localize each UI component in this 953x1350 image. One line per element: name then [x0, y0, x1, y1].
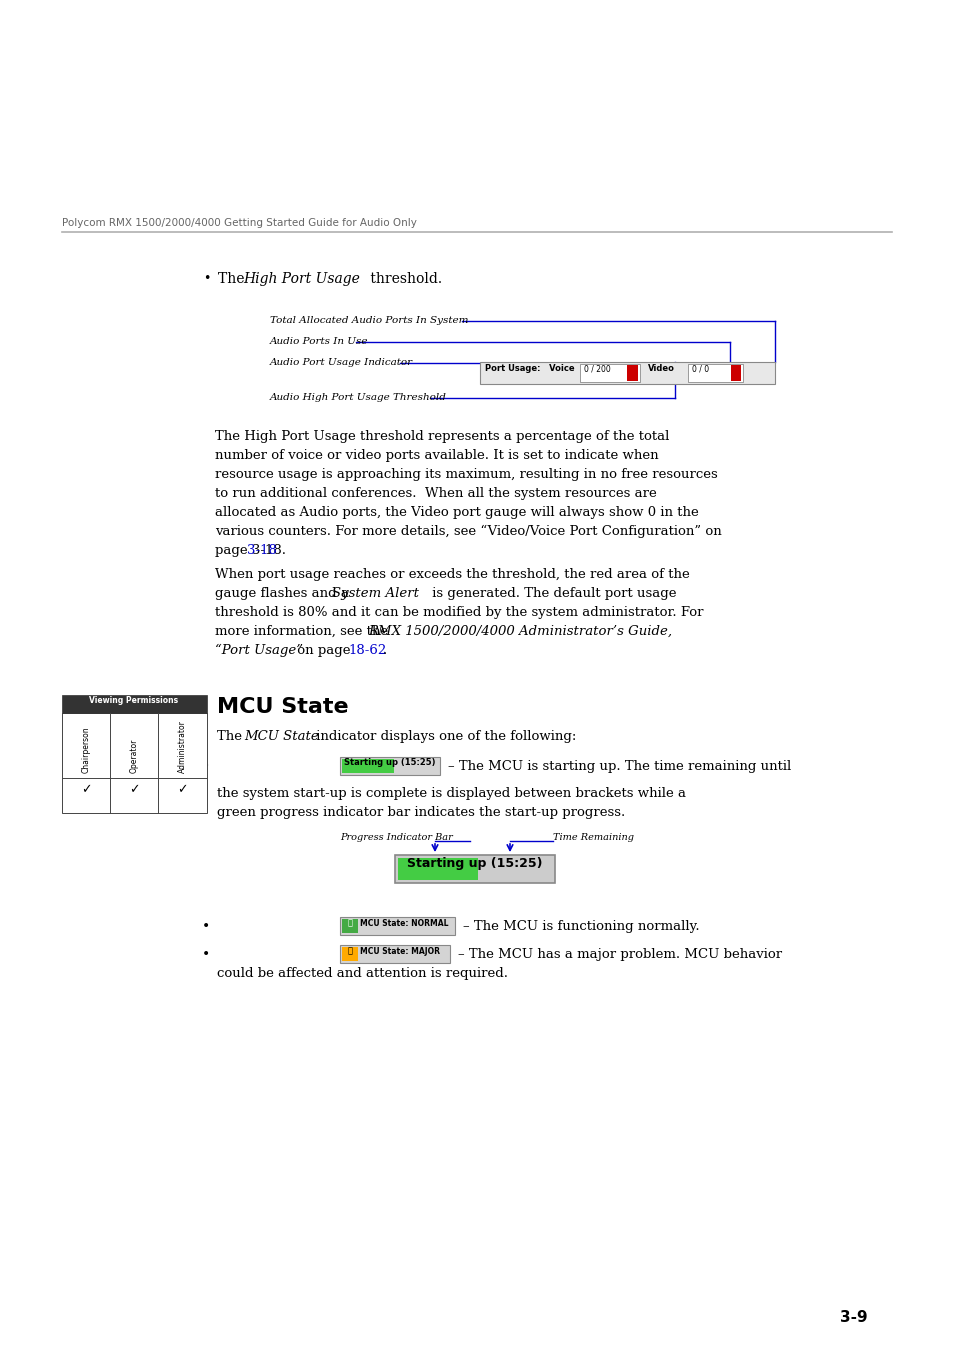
Text: more information, see the: more information, see the [214, 625, 392, 639]
Text: Administrator: Administrator [177, 720, 186, 774]
FancyBboxPatch shape [62, 713, 207, 813]
Text: Operator: Operator [130, 738, 138, 774]
Text: Viewing Permissions: Viewing Permissions [90, 697, 178, 705]
Text: Video: Video [647, 364, 674, 373]
Text: 3-18: 3-18 [247, 544, 276, 558]
Text: allocated as Audio ports, the Video port gauge will always show 0 in the: allocated as Audio ports, the Video port… [214, 506, 698, 518]
FancyBboxPatch shape [339, 757, 439, 775]
Text: Audio Port Usage Indicator: Audio Port Usage Indicator [270, 358, 413, 367]
Text: Starting up (15:25): Starting up (15:25) [344, 757, 436, 767]
Text: page 3-18.: page 3-18. [214, 544, 286, 558]
FancyBboxPatch shape [341, 946, 357, 961]
Text: MCU State: MCU State [216, 697, 348, 717]
Text: •: • [202, 948, 210, 963]
FancyBboxPatch shape [687, 364, 742, 382]
Text: 3-9: 3-9 [840, 1310, 866, 1324]
Text: could be affected and attention is required.: could be affected and attention is requi… [216, 967, 507, 980]
FancyBboxPatch shape [730, 364, 740, 381]
Text: High Port Usage: High Port Usage [243, 271, 359, 286]
Text: •: • [202, 919, 210, 934]
Text: to run additional conferences.  When all the system resources are: to run additional conferences. When all … [214, 487, 656, 500]
Text: is generated. The default port usage: is generated. The default port usage [428, 587, 676, 599]
Text: Port Usage:   Voice: Port Usage: Voice [484, 364, 574, 373]
Text: MCU State: NORMAL: MCU State: NORMAL [359, 919, 448, 927]
FancyBboxPatch shape [479, 362, 774, 383]
Text: •: • [202, 760, 210, 774]
Text: Starting up (15:25): Starting up (15:25) [407, 857, 542, 869]
Text: The: The [216, 730, 246, 742]
FancyBboxPatch shape [341, 759, 394, 774]
FancyBboxPatch shape [626, 364, 638, 381]
Text: threshold.: threshold. [366, 271, 441, 286]
Text: 0 / 200: 0 / 200 [583, 364, 610, 374]
Text: resource usage is approaching its maximum, resulting in no free resources: resource usage is approaching its maximu… [214, 468, 717, 481]
Text: green progress indicator bar indicates the start-up progress.: green progress indicator bar indicates t… [216, 806, 624, 819]
Text: threshold is 80% and it can be modified by the system administrator. For: threshold is 80% and it can be modified … [214, 606, 702, 620]
FancyBboxPatch shape [341, 919, 357, 933]
FancyBboxPatch shape [62, 695, 207, 713]
Text: The: The [218, 271, 249, 286]
Text: System Alert: System Alert [332, 587, 418, 599]
Text: gauge flashes and a: gauge flashes and a [214, 587, 353, 599]
Text: indicator displays one of the following:: indicator displays one of the following: [312, 730, 576, 742]
Text: MCU State: MCU State [244, 730, 318, 742]
Text: MCU State: MAJOR: MCU State: MAJOR [359, 946, 439, 956]
Text: ✓: ✓ [129, 783, 139, 796]
Text: ⚠: ⚠ [347, 946, 352, 954]
Text: When port usage reaches or exceeds the threshold, the red area of the: When port usage reaches or exceeds the t… [214, 568, 689, 580]
Text: The High Port Usage threshold represents a percentage of the total: The High Port Usage threshold represents… [214, 431, 669, 443]
Text: Audio Ports In Use: Audio Ports In Use [270, 338, 368, 346]
Text: number of voice or video ports available. It is set to indicate when: number of voice or video ports available… [214, 450, 658, 462]
FancyBboxPatch shape [339, 945, 450, 963]
Text: ✓: ✓ [176, 783, 187, 796]
Text: Total Allocated Audio Ports In System: Total Allocated Audio Ports In System [270, 316, 468, 325]
Text: ✓: ✓ [81, 783, 91, 796]
Text: ✓: ✓ [347, 919, 352, 927]
Text: “Port Usage”: “Port Usage” [214, 644, 303, 657]
Text: – The MCU is functioning normally.: – The MCU is functioning normally. [462, 919, 699, 933]
Text: various counters. For more details, see “Video/Voice Port Configuration” on: various counters. For more details, see … [214, 525, 721, 539]
FancyBboxPatch shape [397, 859, 477, 880]
Text: the system start-up is complete is displayed between brackets while a: the system start-up is complete is displ… [216, 787, 685, 801]
Text: Progress Indicator Bar: Progress Indicator Bar [339, 833, 453, 842]
Text: .: . [382, 644, 387, 657]
Text: on page: on page [293, 644, 355, 657]
Text: 18-62: 18-62 [348, 644, 386, 657]
FancyBboxPatch shape [395, 855, 555, 883]
Text: Polycom RMX 1500/2000/4000 Getting Started Guide for Audio Only: Polycom RMX 1500/2000/4000 Getting Start… [62, 217, 416, 228]
Text: – The MCU is starting up. The time remaining until: – The MCU is starting up. The time remai… [448, 760, 790, 774]
Text: – The MCU has a major problem. MCU behavior: – The MCU has a major problem. MCU behav… [457, 948, 781, 961]
Text: Chairperson: Chairperson [81, 726, 91, 774]
Text: Time Remaining: Time Remaining [553, 833, 634, 842]
Text: RMX 1500/2000/4000 Administrator’s Guide,: RMX 1500/2000/4000 Administrator’s Guide… [368, 625, 672, 639]
Text: •: • [203, 271, 211, 285]
Text: 0 / 0: 0 / 0 [691, 364, 708, 374]
FancyBboxPatch shape [339, 917, 455, 936]
FancyBboxPatch shape [579, 364, 639, 382]
Text: Audio High Port Usage Threshold: Audio High Port Usage Threshold [270, 393, 446, 402]
